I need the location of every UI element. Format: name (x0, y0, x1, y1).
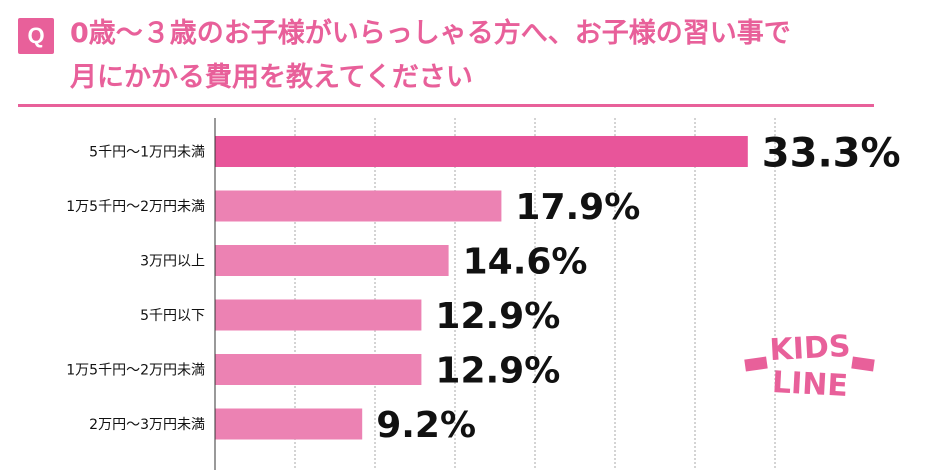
value-label: 33.3% (762, 131, 901, 177)
question-title-line-1: 0歳〜３歳のお子様がいらっしゃる方へ、お子様の習い事で (70, 18, 791, 49)
value-label: 14.6% (463, 242, 588, 283)
logo-text-kids: KIDS (769, 329, 852, 368)
category-label: 3万円以上 (140, 254, 205, 270)
logo-text-line: LINE (771, 365, 849, 404)
value-label: 17.9% (515, 187, 640, 228)
bar (215, 190, 502, 222)
value-label: 12.9% (435, 351, 560, 392)
value-labels: 33.3% 17.9% 14.6% 12.9% 12.9% 9.2% (376, 131, 900, 447)
bar (215, 299, 422, 331)
kids-line-logo: KIDS LINE (744, 329, 875, 404)
category-label: 5千円以下 (140, 308, 205, 324)
question-title-line-2: 月にかかる費用を教えてください (70, 62, 473, 93)
bars (215, 136, 748, 440)
value-label: 9.2% (376, 405, 476, 446)
value-label: 12.9% (435, 296, 560, 337)
bar (215, 354, 422, 385)
category-label: 2万円〜3万円未満 (89, 417, 205, 433)
bar (215, 136, 748, 167)
category-label: 1万5千円〜2万円未満 (66, 363, 205, 379)
logo-ribbon-left (744, 356, 768, 372)
bar (215, 245, 449, 276)
header-divider (18, 104, 874, 107)
bar (215, 408, 363, 440)
category-label: 1万5千円〜2万円未満 (66, 199, 205, 215)
category-label: 5千円〜1万円未満 (89, 145, 205, 161)
logo-ribbon-right (851, 356, 875, 372)
question-badge: Q (18, 18, 54, 54)
question-title: 0歳〜３歳のお子様がいらっしゃる方へ、お子様の習い事で 月にかかる費用を教えてく… (70, 12, 910, 100)
category-labels: 5千円〜1万円未満 1万5千円〜2万円未満 3万円以上 5千円以下 1万5千円〜2万円未… (66, 145, 205, 434)
grid-lines (294, 118, 776, 470)
